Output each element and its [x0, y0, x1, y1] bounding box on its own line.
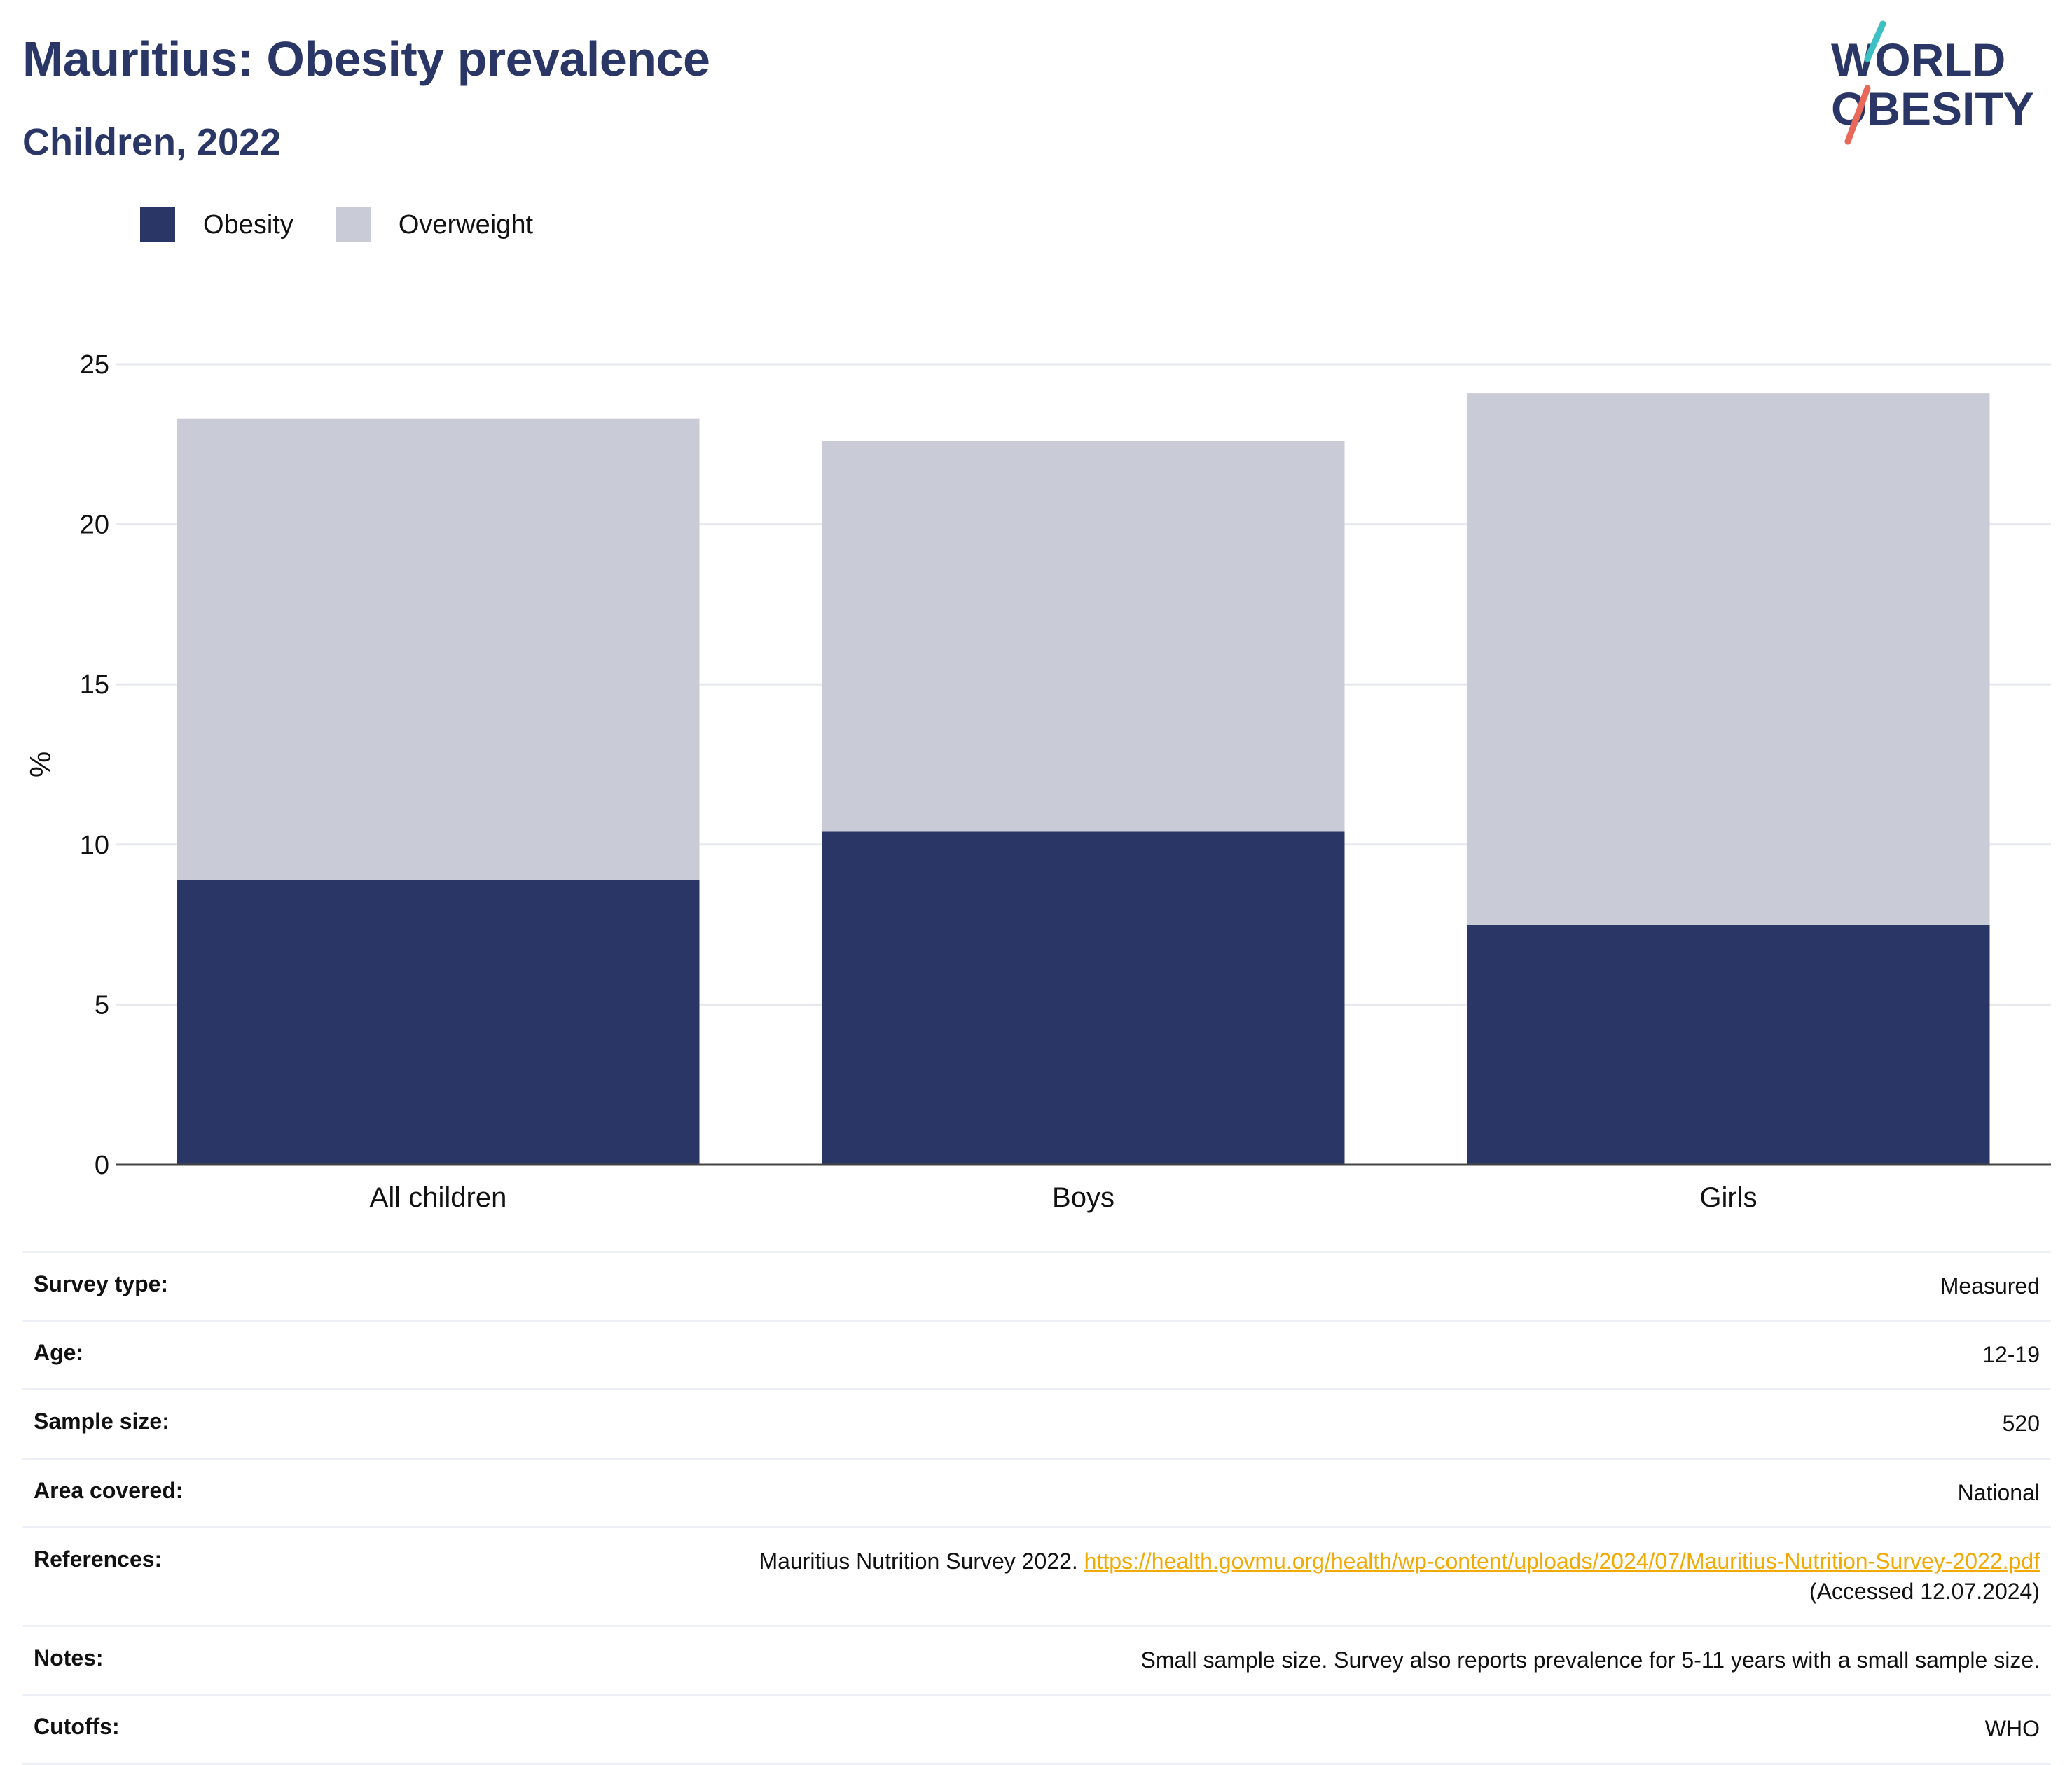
bar-overweight-all-children [177, 418, 700, 880]
bar-obesity-all-children [177, 880, 700, 1165]
bar-obesity-boys [822, 831, 1345, 1165]
y-axis-title: % [24, 752, 57, 777]
y-tick-label: 25 [80, 350, 109, 380]
info-value-age: 12-19 [258, 1320, 2051, 1390]
y-tick-label: 15 [80, 670, 109, 700]
legend-item-overweight[interactable]: Overweight [335, 207, 534, 242]
info-label-cutoffs: Cutoffs: [22, 1694, 259, 1765]
info-row-references: References: Mauritius Nutrition Survey 2… [22, 1525, 2051, 1626]
page-title: Mauritius: Obesity prevalence [22, 32, 710, 86]
chart-legend: Obesity Overweight [140, 207, 575, 242]
info-label-survey-type: Survey type: [22, 1250, 259, 1321]
page-subtitle: Children, 2022 [22, 121, 282, 163]
y-tick-label: 20 [80, 511, 109, 540]
logo-line1: WORLD [1831, 34, 2005, 85]
info-label-references: References: [22, 1525, 259, 1626]
legend-label-obesity: Obesity [203, 209, 293, 240]
reference-text: Mauritius Nutrition Survey 2022. [759, 1548, 1078, 1574]
info-label-sample-size: Sample size: [22, 1388, 259, 1459]
legend-label-overweight: Overweight [398, 209, 534, 240]
y-tick-label: 10 [80, 831, 109, 860]
info-value-area-covered: National [258, 1457, 2051, 1528]
reference-link[interactable]: https://health.govmu.org/health/wp-conte… [1084, 1548, 2040, 1574]
legend-swatch-obesity [140, 207, 175, 242]
legend-item-obesity[interactable]: Obesity [140, 207, 293, 242]
legend-swatch-overweight [335, 207, 371, 242]
info-label-notes: Notes: [22, 1625, 259, 1695]
info-value-references: Mauritius Nutrition Survey 2022. https:/… [258, 1525, 2051, 1626]
info-value-survey-type: Measured [258, 1250, 2051, 1321]
y-tick-label: 5 [95, 990, 109, 1020]
info-row-notes: Notes: Small sample size. Survey also re… [22, 1625, 2051, 1695]
x-tick-label: Boys [1052, 1182, 1114, 1213]
info-row-area-covered: Area covered: National [22, 1457, 2051, 1528]
world-obesity-logo-graphic: WORLD OBESITY [1831, 20, 2034, 145]
y-tick-label: 0 [95, 1151, 109, 1180]
info-value-sample-size: 520 [258, 1388, 2051, 1459]
reference-accessed: (Accessed 12.07.2024) [1809, 1578, 2040, 1604]
bar-overweight-boys [822, 441, 1345, 832]
stacked-bar-chart: 0 5 10 15 20 25% All children Boys Girls [24, 350, 2051, 1213]
world-obesity-logo[interactable]: WORLD OBESITY [1821, 18, 2059, 151]
info-value-cutoffs: WHO [258, 1694, 2051, 1765]
x-tick-label: All children [370, 1182, 507, 1213]
bar-obesity-girls [1467, 925, 1990, 1165]
info-value-notes: Small sample size. Survey also reports p… [258, 1625, 2051, 1695]
info-label-area-covered: Area covered: [22, 1457, 259, 1528]
logo-slash-bottom [1844, 85, 1871, 145]
x-tick-label: Girls [1699, 1182, 1757, 1213]
info-row-survey-type: Survey type: Measured [22, 1250, 2051, 1321]
info-row-age: Age: 12-19 [22, 1320, 2051, 1390]
info-row-sample-size: Sample size: 520 [22, 1388, 2051, 1459]
survey-info-table: Survey type: Measured Age: 12-19 Sample … [22, 1250, 2051, 1765]
logo-slash-top [1864, 20, 1886, 62]
info-label-age: Age: [22, 1320, 259, 1390]
bar-overweight-girls [1467, 393, 1990, 925]
info-row-cutoffs: Cutoffs: WHO [22, 1694, 2051, 1765]
